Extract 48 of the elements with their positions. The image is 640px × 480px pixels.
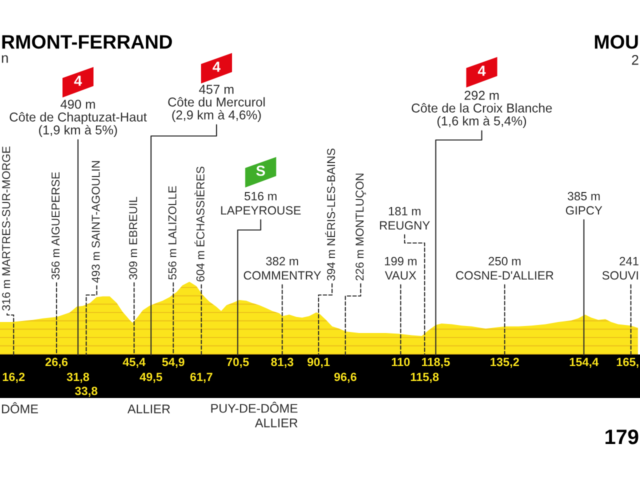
x-tick-label: 165,: [616, 358, 638, 368]
annotation: 33,8: [75, 386, 98, 397]
x-tick-label: 90,1: [307, 358, 330, 368]
annotation: 61,7: [190, 372, 212, 383]
text: 4: [74, 76, 82, 86]
x-tick-label: 70,5: [226, 358, 249, 368]
text: n: [2, 55, 8, 63]
text: S: [256, 166, 265, 176]
annotation: 316 m MARTRES-SUR-MORGE: [2, 146, 10, 311]
annotation: 556 m LALIZOLLE: [168, 186, 176, 280]
x-tick-label: 81,3: [271, 358, 294, 368]
text: MOU: [594, 35, 638, 49]
text: ALLIER: [127, 404, 170, 414]
annotation: 115,8: [410, 372, 439, 383]
text: DÔME: [2, 402, 38, 414]
annotation: 199 m VAUX: [384, 256, 416, 280]
text: 179: [606, 430, 638, 444]
annotation: 493 m SAINT-AGOULIN: [92, 161, 100, 283]
text: PUY-DE-DÔME ALLIER: [211, 402, 298, 428]
x-tick-label: 135,2: [490, 358, 519, 368]
x-tick-label: 54,9: [162, 358, 184, 368]
annotation: 31,8: [66, 372, 90, 383]
annotation: 49,5: [140, 372, 162, 383]
annotation: 181 m REUGNY: [380, 206, 430, 230]
x-tick-label: 154,4: [570, 358, 599, 368]
text: 2: [632, 55, 638, 65]
annotation: 516 m LAPEYROUSE: [221, 192, 301, 215]
annotation: 385 m GIPCY: [566, 192, 602, 215]
annotation: 309 m EBREUIL: [129, 196, 138, 280]
annotation: 356 m AIGUEPERSE: [52, 172, 60, 280]
text: 4: [478, 66, 486, 76]
text: RMONT-FERRAND: [2, 35, 172, 49]
annotation: 250 m COSNE-D'ALLIER: [456, 256, 554, 280]
x-tick-label: 26,6: [45, 358, 68, 368]
x-tick-label: 110: [392, 358, 410, 366]
annotation: 96,6: [334, 372, 356, 383]
annotation: 292 m Côte de la Croix Blanche (1,6 km à 5,4%): [412, 90, 552, 128]
annotation: 241 SOUVI: [602, 256, 638, 280]
annotation: 16,2: [2, 372, 25, 383]
annotation: 226 m MONTLUÇON: [356, 174, 366, 280]
annotation: 490 m Côte de Chaptuzat-Haut (1,9 km à 5%): [10, 100, 147, 137]
annotation: 394 m NÉRIS-LES-BAINS: [325, 148, 336, 281]
x-tick-label: 118,5: [422, 358, 450, 368]
annotation: 382 m COMMENTRY: [244, 256, 322, 280]
annotation: 457 m Côte du Mercurol (2,9 km à 4,6%): [168, 84, 265, 122]
x-tick-label: 45,4: [122, 358, 146, 368]
text: 4: [212, 62, 221, 72]
annotation: 604 m ÉCHASSIÈRES: [194, 166, 204, 282]
